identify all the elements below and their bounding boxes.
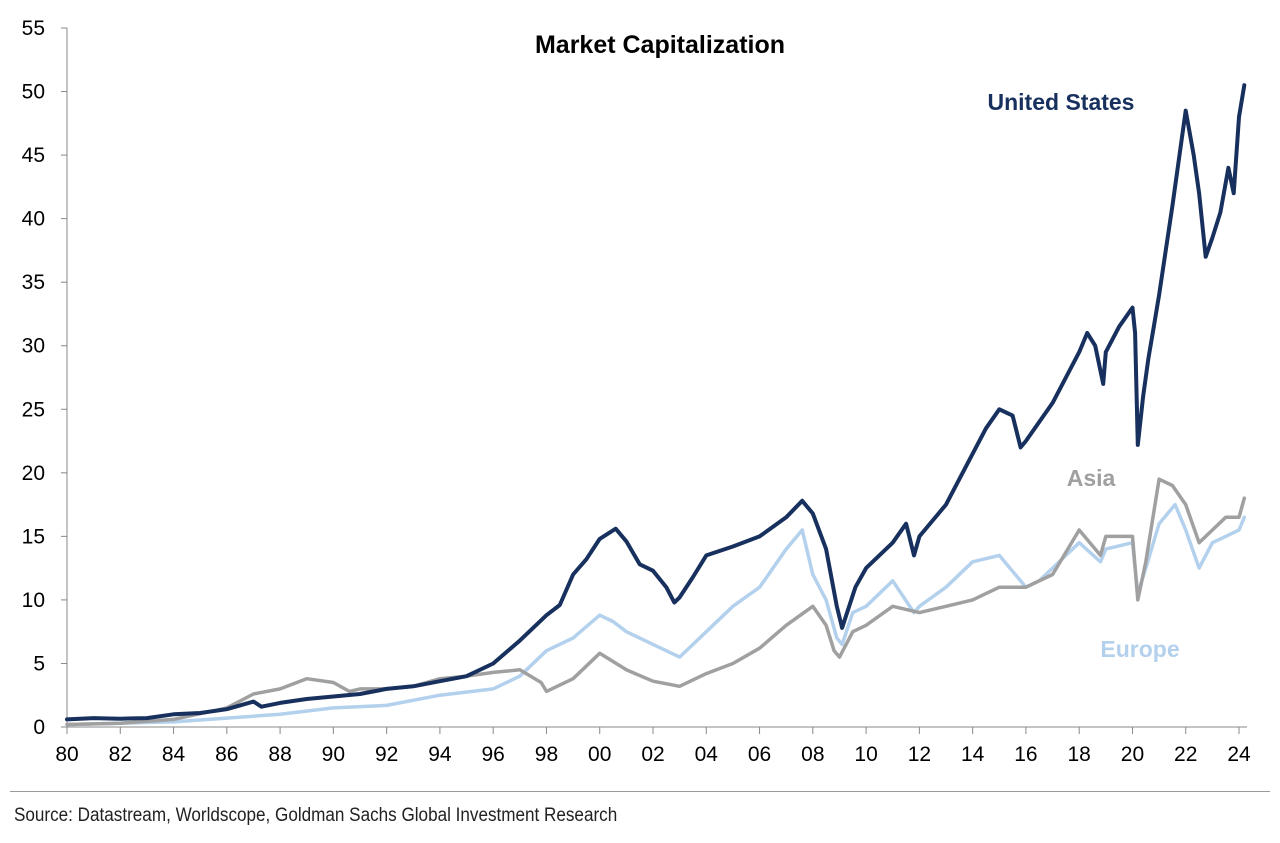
labels-layer: Market Capitalization United States Asia… — [535, 31, 1180, 662]
x-tick-label: 10 — [854, 743, 877, 766]
x-tick-label: 16 — [1014, 743, 1037, 766]
y-tick-label: 55 — [22, 17, 45, 40]
x-tick-label: 02 — [641, 743, 664, 766]
x-tick-label: 00 — [588, 743, 611, 766]
x-tick-label: 18 — [1068, 743, 1091, 766]
y-tick-label: 30 — [22, 335, 45, 358]
y-tick-label: 20 — [22, 462, 45, 485]
y-tick-label: 5 — [33, 652, 45, 675]
x-tick-label: 82 — [109, 743, 132, 766]
y-tick-label: 25 — [22, 398, 45, 421]
y-tick-label: 40 — [22, 208, 45, 231]
x-tick-label: 90 — [322, 743, 345, 766]
x-tick-label: 22 — [1174, 743, 1197, 766]
x-tick-label: 20 — [1121, 743, 1144, 766]
x-tick-label: 80 — [55, 743, 78, 766]
series-label-united-states: United States — [988, 89, 1135, 115]
x-tick-label: 12 — [908, 743, 931, 766]
chart-title: Market Capitalization — [535, 31, 785, 59]
series-layer — [65, 83, 1247, 727]
x-tick-label: 94 — [428, 743, 452, 766]
x-tick-label: 98 — [535, 743, 558, 766]
axes: 0 5 10 15 20 25 30 35 40 45 50 55 80 82 84 86 88 90 92 94 96… — [22, 17, 1251, 766]
x-tick-label: 88 — [268, 743, 291, 766]
y-tick-label: 0 — [33, 716, 45, 739]
y-tick-label: 15 — [22, 525, 45, 548]
y-tick-label: 50 — [22, 81, 45, 104]
y-tick-label: 35 — [22, 271, 45, 294]
source-divider — [10, 791, 1270, 792]
x-tick-label: 24 — [1227, 743, 1251, 766]
x-tick-label: 96 — [482, 743, 505, 766]
x-tick-label: 86 — [215, 743, 238, 766]
y-tick-label: 10 — [22, 589, 45, 612]
x-tick-label: 08 — [801, 743, 824, 766]
x-tick-label: 06 — [748, 743, 771, 766]
series-line-asia — [65, 477, 1247, 727]
source-note: Source: Datastream, Worldscope, Goldman … — [14, 805, 618, 826]
series-line-europe — [65, 502, 1247, 727]
y-tick-label: 45 — [22, 144, 45, 167]
x-tick-label: 92 — [375, 743, 398, 766]
x-tick-label: 14 — [961, 743, 985, 766]
series-label-asia: Asia — [1067, 465, 1116, 491]
x-tick-label: 84 — [162, 743, 186, 766]
series-line-united-states — [65, 83, 1247, 722]
series-label-europe: Europe — [1100, 636, 1179, 662]
x-tick-label: 04 — [695, 743, 719, 766]
